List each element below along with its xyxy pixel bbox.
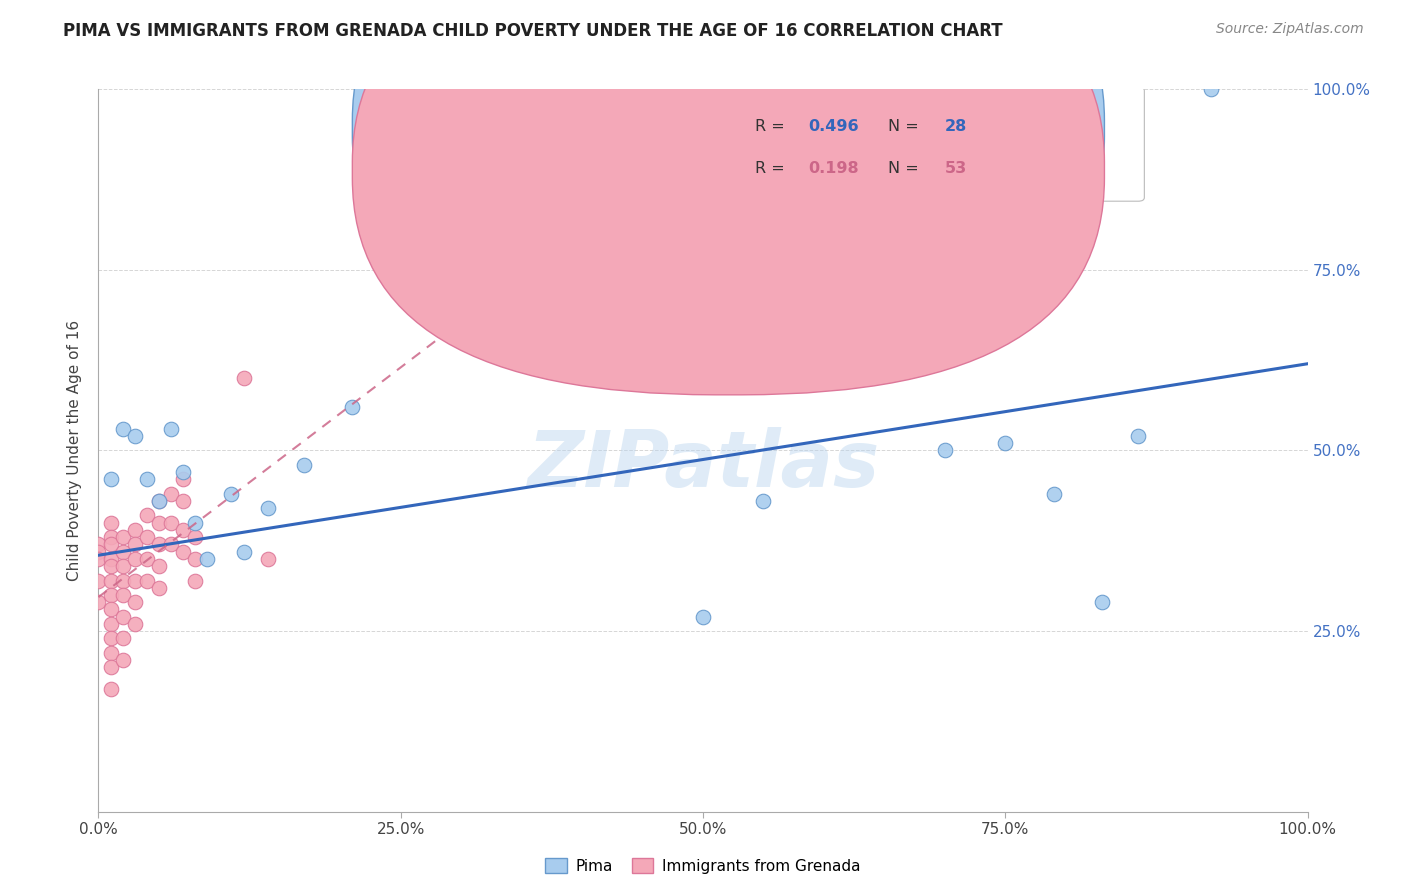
Point [221,487,243,501]
Point [148,581,170,595]
Point [135,551,157,566]
Point [124,523,146,537]
Point [148,494,170,508]
Point [135,574,157,588]
Point [837,371,859,385]
Point [100,588,122,602]
Point [160,516,183,530]
Point [100,632,122,646]
Point [994,436,1017,450]
Point [148,559,170,574]
Point [256,551,278,566]
Text: R =: R = [755,120,790,135]
Point [195,551,218,566]
Point [111,544,134,558]
Point [87,551,110,566]
Point [100,681,122,696]
Point [172,465,194,479]
Point [1091,595,1114,609]
Text: N =: N = [889,120,924,135]
Point [160,537,183,551]
Point [184,574,207,588]
Point [184,551,207,566]
Point [873,350,896,364]
Point [172,472,194,486]
Point [100,660,122,674]
Legend: Pima, Immigrants from Grenada: Pima, Immigrants from Grenada [540,852,866,880]
Point [100,616,122,631]
Point [87,595,110,609]
Point [135,530,157,544]
Point [172,544,194,558]
Point [135,472,157,486]
Point [232,544,254,558]
Text: 53: 53 [945,161,967,177]
Point [148,494,170,508]
Point [100,530,122,544]
FancyBboxPatch shape [353,0,1105,353]
Point [111,574,134,588]
Y-axis label: Child Poverty Under the Age of 16: Child Poverty Under the Age of 16 [67,320,83,581]
Point [172,523,194,537]
Point [100,602,122,616]
Point [111,609,134,624]
Text: ZIPatlas: ZIPatlas [527,427,879,503]
Point [87,537,110,551]
Text: PIMA VS IMMIGRANTS FROM GRENADA CHILD POVERTY UNDER THE AGE OF 16 CORRELATION CH: PIMA VS IMMIGRANTS FROM GRENADA CHILD PO… [63,22,1002,40]
Point [100,559,122,574]
Text: R =: R = [755,161,790,177]
Point [111,588,134,602]
Point [1199,82,1222,96]
Point [100,516,122,530]
Point [111,632,134,646]
Point [100,574,122,588]
Point [148,516,170,530]
Point [172,494,194,508]
Point [124,537,146,551]
Point [100,472,122,486]
FancyBboxPatch shape [353,0,1105,395]
Text: N =: N = [889,161,924,177]
Point [232,371,254,385]
Point [87,544,110,558]
Text: 0.496: 0.496 [808,120,859,135]
Point [160,422,183,436]
Point [292,458,315,472]
Point [148,537,170,551]
Point [100,646,122,660]
FancyBboxPatch shape [690,87,1144,202]
Point [111,653,134,667]
Point [184,516,207,530]
Point [124,429,146,443]
Text: 0.198: 0.198 [808,161,859,177]
Point [256,501,278,516]
Point [1128,429,1150,443]
Point [692,609,714,624]
Point [135,508,157,523]
Point [124,595,146,609]
Point [87,574,110,588]
Point [160,487,183,501]
Point [934,443,956,458]
Point [752,494,775,508]
Point [342,400,364,414]
Point [111,530,134,544]
Point [111,559,134,574]
Point [124,574,146,588]
Point [124,551,146,566]
Text: 28: 28 [945,120,967,135]
Text: Source: ZipAtlas.com: Source: ZipAtlas.com [1216,22,1364,37]
Point [100,551,122,566]
Point [1042,487,1064,501]
Point [124,616,146,631]
Point [184,530,207,544]
Point [111,422,134,436]
Point [100,537,122,551]
